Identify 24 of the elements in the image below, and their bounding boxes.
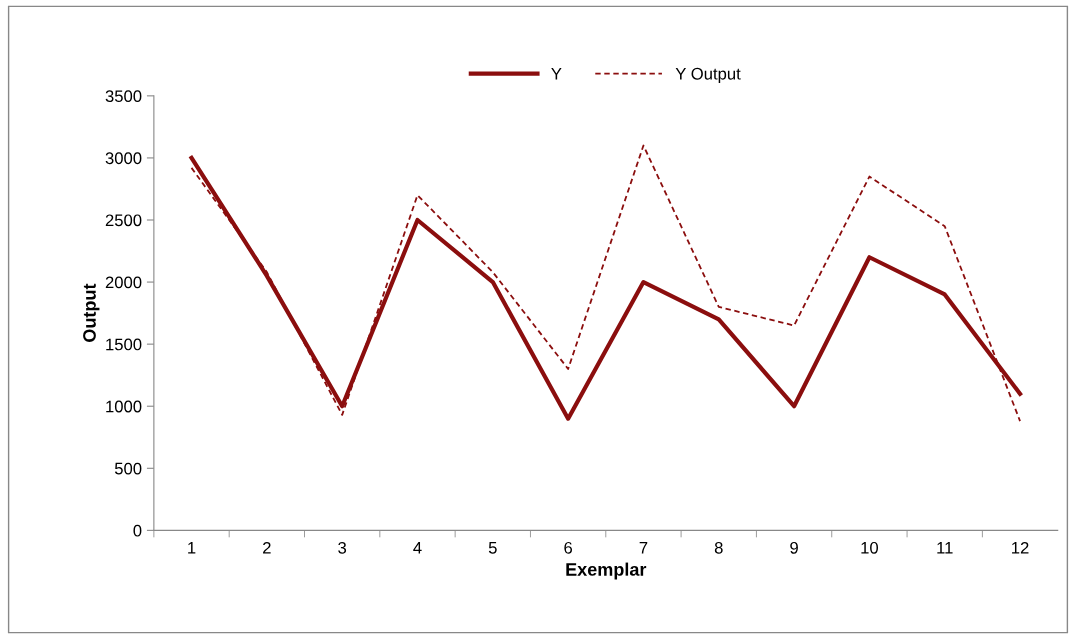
x-tick-label: 10 (861, 541, 879, 554)
x-tick-label: 1 (188, 542, 196, 554)
y-tick-label: 3500 (105, 90, 142, 103)
y-axis-title: Output (83, 283, 100, 342)
y-tick-label: 1500 (106, 338, 142, 351)
x-tick-label: 4 (413, 542, 422, 554)
x-tick-label: 12 (1012, 541, 1029, 554)
y-tick-label: 500 (114, 462, 142, 475)
y-tick-label: 3000 (105, 152, 142, 165)
x-tick-label: 2 (263, 541, 271, 554)
x-tick-label: 5 (488, 542, 497, 554)
y-tick-label: 0 (133, 524, 142, 537)
x-tick-label: 3 (338, 541, 347, 554)
x-tick-label: 11 (937, 542, 953, 554)
x-axis-title: Exemplar (566, 562, 647, 580)
x-tick-label: 8 (714, 541, 723, 554)
legend-label: Y (551, 68, 562, 80)
x-tick-label: 9 (790, 541, 798, 554)
legend-label: Y Output (675, 67, 741, 83)
y-tick-label: 2000 (105, 276, 142, 289)
x-tick-label: 6 (564, 541, 573, 554)
y-tick-label: 2500 (105, 214, 142, 227)
y-tick-label: 1000 (106, 400, 142, 413)
x-tick-label: 7 (639, 542, 648, 554)
